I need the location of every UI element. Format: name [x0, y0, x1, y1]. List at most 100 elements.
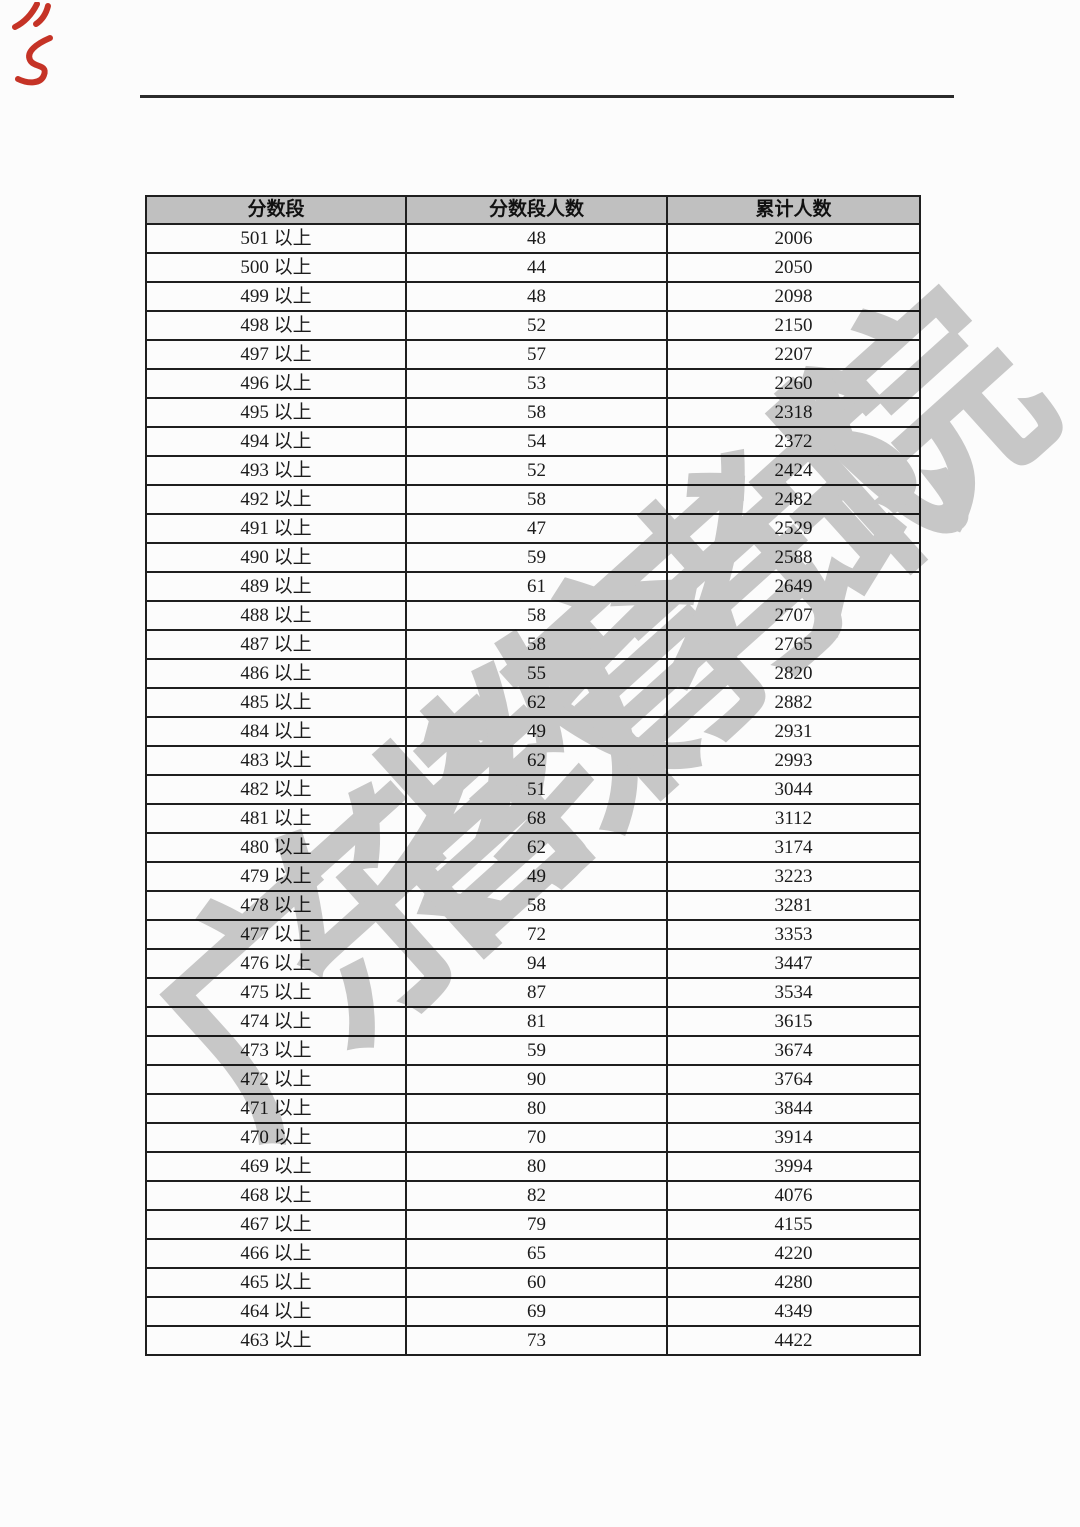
- cell-score-segment: 485 以上: [145, 687, 407, 718]
- cell-score-segment: 482 以上: [145, 774, 407, 805]
- cell-cumulative-count: 2707: [666, 600, 921, 631]
- cell-segment-count: 61: [405, 571, 668, 602]
- table-row: 470 以上 70 3914: [145, 1122, 921, 1153]
- cell-score-segment: 464 以上: [145, 1296, 407, 1327]
- cell-segment-count: 90: [405, 1064, 668, 1095]
- cell-cumulative-count: 2372: [666, 426, 921, 457]
- cell-cumulative-count: 3914: [666, 1122, 921, 1153]
- table-row: 495 以上 58 2318: [145, 397, 921, 428]
- cell-score-segment: 487 以上: [145, 629, 407, 660]
- cell-score-segment: 463 以上: [145, 1325, 407, 1356]
- cell-segment-count: 59: [405, 1035, 668, 1066]
- cell-score-segment: 467 以上: [145, 1209, 407, 1240]
- cell-score-segment: 499 以上: [145, 281, 407, 312]
- cell-cumulative-count: 3764: [666, 1064, 921, 1095]
- table-row: 468 以上 82 4076: [145, 1180, 921, 1211]
- cell-cumulative-count: 2150: [666, 310, 921, 341]
- cell-cumulative-count: 4422: [666, 1325, 921, 1356]
- cell-score-segment: 484 以上: [145, 716, 407, 747]
- cell-score-segment: 488 以上: [145, 600, 407, 631]
- cell-cumulative-count: 2931: [666, 716, 921, 747]
- cell-cumulative-count: 4155: [666, 1209, 921, 1240]
- cell-segment-count: 49: [405, 716, 668, 747]
- cell-cumulative-count: 2207: [666, 339, 921, 370]
- cell-cumulative-count: 3174: [666, 832, 921, 863]
- cell-cumulative-count: 3844: [666, 1093, 921, 1124]
- cell-segment-count: 44: [405, 252, 668, 283]
- cell-cumulative-count: 3223: [666, 861, 921, 892]
- cell-cumulative-count: 2482: [666, 484, 921, 515]
- cell-segment-count: 53: [405, 368, 668, 399]
- table-row: 473 以上 59 3674: [145, 1035, 921, 1066]
- table-row: 499 以上 48 2098: [145, 281, 921, 312]
- cell-segment-count: 47: [405, 513, 668, 544]
- cell-score-segment: 493 以上: [145, 455, 407, 486]
- cell-score-segment: 496 以上: [145, 368, 407, 399]
- table-row: 501 以上 48 2006: [145, 223, 921, 254]
- cell-score-segment: 497 以上: [145, 339, 407, 370]
- cell-segment-count: 52: [405, 455, 668, 486]
- table-header-row: 分数段 分数段人数 累计人数: [145, 195, 921, 225]
- cell-segment-count: 69: [405, 1296, 668, 1327]
- col-header-segment-count: 分数段人数: [405, 195, 668, 225]
- cell-score-segment: 471 以上: [145, 1093, 407, 1124]
- cell-score-segment: 492 以上: [145, 484, 407, 515]
- cell-segment-count: 94: [405, 948, 668, 979]
- cell-cumulative-count: 2050: [666, 252, 921, 283]
- table-row: 478 以上 58 3281: [145, 890, 921, 921]
- cell-segment-count: 51: [405, 774, 668, 805]
- cell-score-segment: 466 以上: [145, 1238, 407, 1269]
- cell-segment-count: 58: [405, 890, 668, 921]
- cell-cumulative-count: 2993: [666, 745, 921, 776]
- red-pen-marks-icon: [12, 2, 53, 86]
- cell-cumulative-count: 3447: [666, 948, 921, 979]
- table-row: 492 以上 58 2482: [145, 484, 921, 515]
- table-row: 491 以上 47 2529: [145, 513, 921, 544]
- cell-score-segment: 483 以上: [145, 745, 407, 776]
- cell-cumulative-count: 3112: [666, 803, 921, 834]
- cell-score-segment: 478 以上: [145, 890, 407, 921]
- table-row: 488 以上 58 2707: [145, 600, 921, 631]
- table-row: 489 以上 61 2649: [145, 571, 921, 602]
- cell-cumulative-count: 2098: [666, 281, 921, 312]
- cell-segment-count: 80: [405, 1093, 668, 1124]
- table-row: 481 以上 68 3112: [145, 803, 921, 834]
- cell-score-segment: 491 以上: [145, 513, 407, 544]
- cell-segment-count: 81: [405, 1006, 668, 1037]
- cell-score-segment: 494 以上: [145, 426, 407, 457]
- col-header-score-segment: 分数段: [145, 195, 407, 225]
- cell-segment-count: 62: [405, 745, 668, 776]
- cell-cumulative-count: 2649: [666, 571, 921, 602]
- cell-segment-count: 79: [405, 1209, 668, 1240]
- cell-segment-count: 60: [405, 1267, 668, 1298]
- cell-segment-count: 87: [405, 977, 668, 1008]
- cell-cumulative-count: 4220: [666, 1238, 921, 1269]
- cell-score-segment: 489 以上: [145, 571, 407, 602]
- cell-score-segment: 490 以上: [145, 542, 407, 573]
- table-row: 479 以上 49 3223: [145, 861, 921, 892]
- cell-segment-count: 58: [405, 484, 668, 515]
- cell-segment-count: 58: [405, 397, 668, 428]
- cell-score-segment: 475 以上: [145, 977, 407, 1008]
- cell-cumulative-count: 2765: [666, 629, 921, 660]
- table-row: 465 以上 60 4280: [145, 1267, 921, 1298]
- cell-score-segment: 501 以上: [145, 223, 407, 254]
- cell-cumulative-count: 2820: [666, 658, 921, 689]
- cell-segment-count: 73: [405, 1325, 668, 1356]
- header-divider-line: [140, 95, 954, 98]
- table-row: 463 以上 73 4422: [145, 1325, 921, 1356]
- cell-cumulative-count: 2588: [666, 542, 921, 573]
- cell-segment-count: 58: [405, 600, 668, 631]
- table-row: 467 以上 79 4155: [145, 1209, 921, 1240]
- cell-cumulative-count: 3615: [666, 1006, 921, 1037]
- cell-segment-count: 59: [405, 542, 668, 573]
- table-row: 484 以上 49 2931: [145, 716, 921, 747]
- cell-score-segment: 486 以上: [145, 658, 407, 689]
- table-row: 497 以上 57 2207: [145, 339, 921, 370]
- cell-score-segment: 477 以上: [145, 919, 407, 950]
- cell-cumulative-count: 2882: [666, 687, 921, 718]
- cell-segment-count: 58: [405, 629, 668, 660]
- cell-cumulative-count: 3353: [666, 919, 921, 950]
- cell-segment-count: 72: [405, 919, 668, 950]
